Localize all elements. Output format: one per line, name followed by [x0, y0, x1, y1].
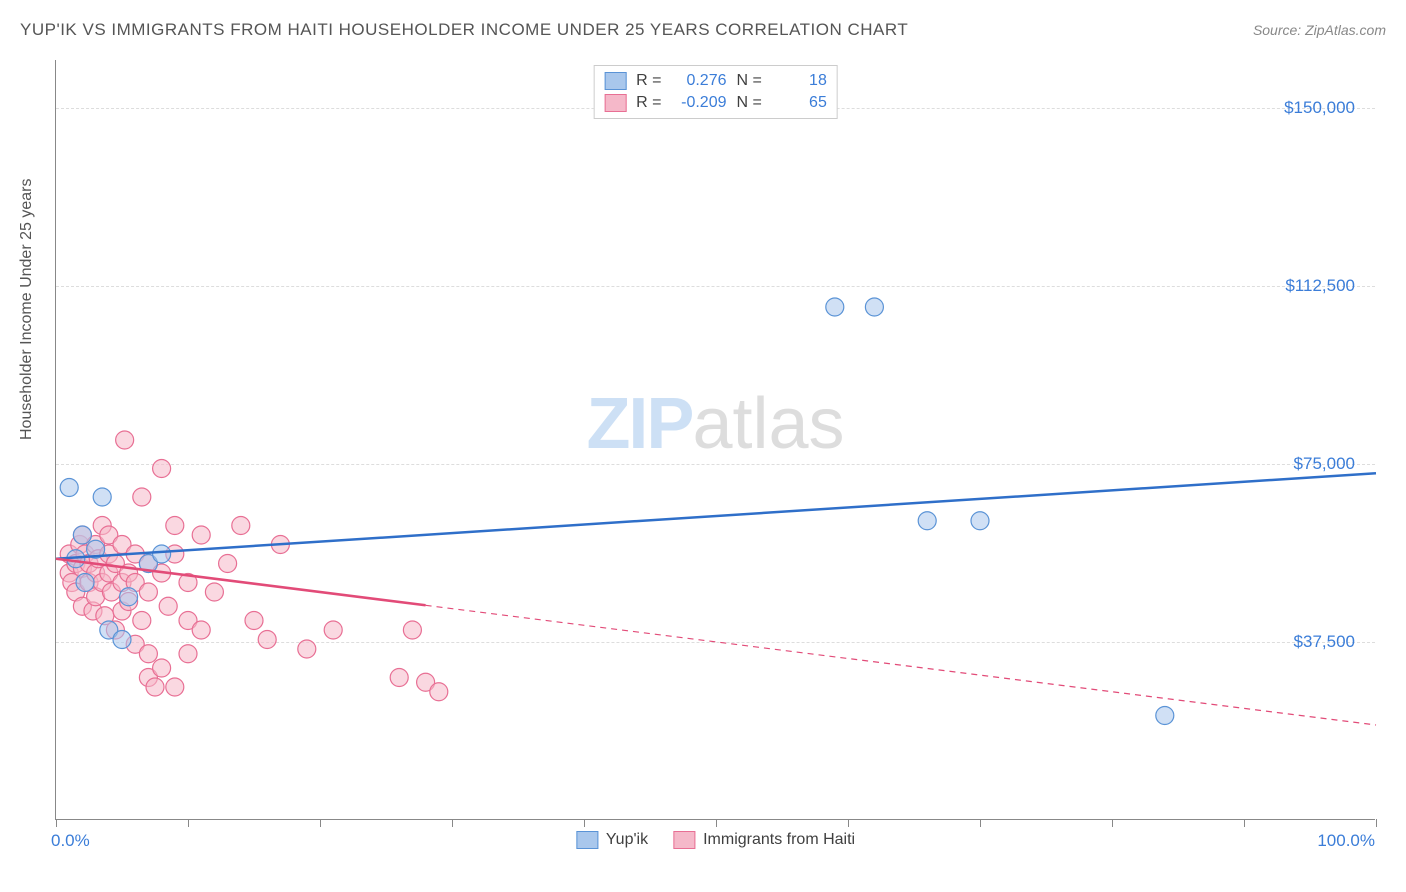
y-tick-label: $75,000	[1294, 454, 1355, 474]
scatter-point	[73, 526, 91, 544]
y-axis-label: Householder Income Under 25 years	[18, 179, 36, 440]
scatter-point	[153, 545, 171, 563]
y-tick-label: $37,500	[1294, 632, 1355, 652]
scatter-point	[139, 645, 157, 663]
scatter-point	[116, 431, 134, 449]
y-tick-label: $150,000	[1284, 98, 1355, 118]
legend-label-haiti: Immigrants from Haiti	[703, 831, 855, 849]
scatter-point	[298, 640, 316, 658]
scatter-point	[205, 583, 223, 601]
scatter-point	[159, 597, 177, 615]
scatter-point	[971, 512, 989, 530]
scatter-point	[192, 526, 210, 544]
trend-line-extrapolated	[426, 605, 1376, 725]
scatter-point	[258, 631, 276, 649]
scatter-point	[403, 621, 421, 639]
plot-area: ZIPatlas R = 0.276 N = 18 R = -0.209 N =…	[55, 60, 1375, 820]
scatter-point	[245, 612, 263, 630]
scatter-point	[179, 645, 197, 663]
scatter-point	[139, 583, 157, 601]
scatter-point	[153, 659, 171, 677]
legend-item-haiti: Immigrants from Haiti	[673, 831, 855, 849]
scatter-point	[219, 555, 237, 573]
trend-line	[56, 473, 1376, 559]
y-tick-label: $112,500	[1285, 276, 1355, 296]
scatter-point	[133, 612, 151, 630]
scatter-point	[113, 631, 131, 649]
source-label: Source: ZipAtlas.com	[1253, 22, 1386, 38]
x-max-label: 100.0%	[1317, 831, 1375, 851]
series-legend: Yup'ik Immigrants from Haiti	[576, 831, 855, 849]
scatter-point	[826, 298, 844, 316]
scatter-point	[232, 517, 250, 535]
x-min-label: 0.0%	[51, 831, 90, 851]
scatter-point	[1156, 707, 1174, 725]
scatter-point	[133, 488, 151, 506]
scatter-point	[166, 678, 184, 696]
scatter-point	[120, 588, 138, 606]
swatch-haiti	[673, 831, 695, 849]
swatch-yupik	[576, 831, 598, 849]
scatter-point	[192, 621, 210, 639]
scatter-point	[60, 479, 78, 497]
scatter-point	[918, 512, 936, 530]
legend-item-yupik: Yup'ik	[576, 831, 648, 849]
scatter-point	[153, 460, 171, 478]
scatter-point	[390, 669, 408, 687]
scatter-point	[865, 298, 883, 316]
scatter-point	[93, 488, 111, 506]
scatter-point	[430, 683, 448, 701]
scatter-point	[76, 574, 94, 592]
chart-title: YUP'IK VS IMMIGRANTS FROM HAITI HOUSEHOL…	[20, 20, 908, 40]
scatter-point	[166, 517, 184, 535]
scatter-svg	[56, 60, 1375, 819]
scatter-point	[146, 678, 164, 696]
legend-label-yupik: Yup'ik	[606, 831, 648, 849]
scatter-point	[324, 621, 342, 639]
